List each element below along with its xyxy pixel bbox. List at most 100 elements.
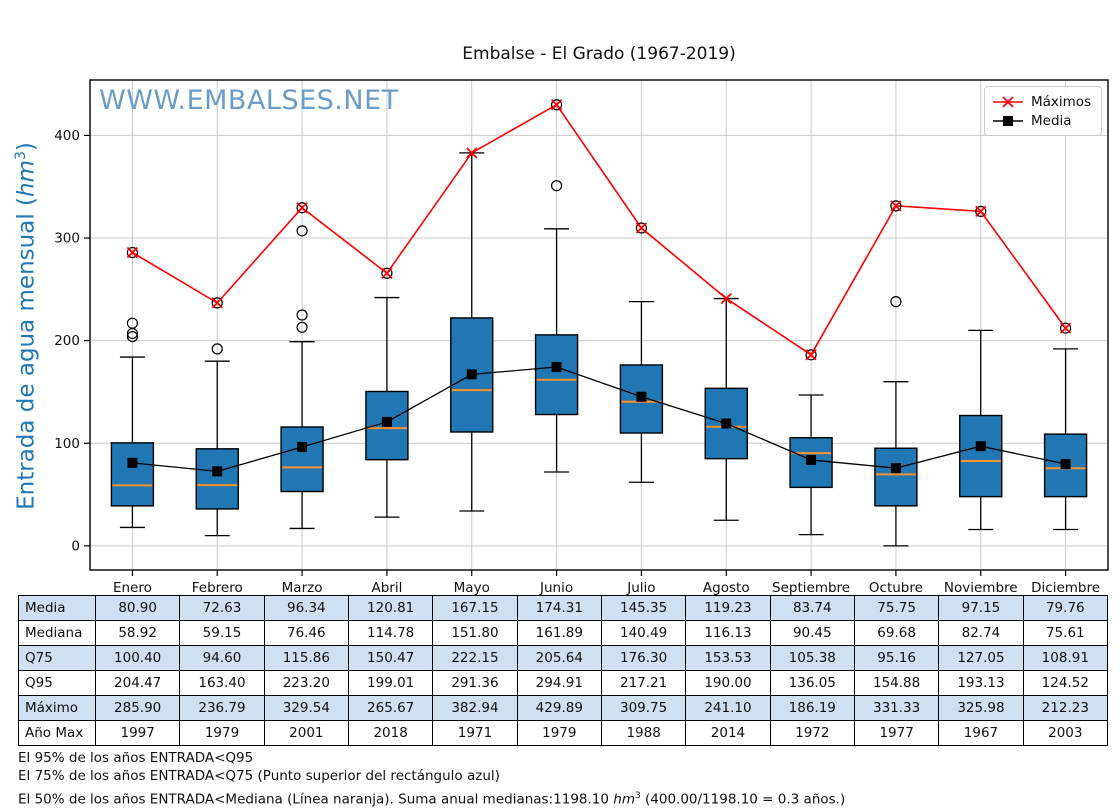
table-cell: 108.91	[1022, 645, 1109, 671]
plot-area	[90, 80, 1108, 570]
svg-text:Marzo: Marzo	[282, 580, 323, 596]
media-line-icon	[993, 115, 1023, 126]
table-cell: 212.23	[1022, 695, 1109, 721]
y-axis-label: Entrada de agua mensual (hm3)	[13, 81, 45, 571]
table-cell: 124.52	[1022, 670, 1109, 696]
axis-ticks	[84, 134, 1067, 576]
note-mediana: El 50% de los años ENTRADA<Mediana (Líne…	[18, 787, 845, 809]
svg-text:Mayo: Mayo	[454, 580, 490, 596]
table-cell: 116.13	[685, 620, 771, 646]
table-cell: 59.15	[179, 620, 265, 646]
svg-text:300: 300	[54, 231, 80, 247]
table-cell: 186.19	[769, 695, 855, 721]
note-mediana-tail: (400.00/1198.10 = 0.3 años.)	[640, 791, 846, 808]
x-tick-labels: Enero Febrero Marzo Abril Mayo Junio Julio Agos…	[113, 580, 1100, 596]
table-row-q75: Q75 100.40 94.60 115.86 150.47 222.15 205.64 17…	[18, 645, 1109, 671]
table-cell: 69.68	[853, 620, 940, 646]
svg-text:Febrero: Febrero	[192, 580, 243, 596]
chart-legend: Máximos Media	[984, 86, 1102, 136]
svg-text:Abril: Abril	[371, 580, 402, 596]
table-cell: 325.98	[938, 695, 1024, 721]
legend-label-media: Media	[1031, 112, 1072, 129]
table-row-maximo: Máximo 285.90 236.79 329.54 265.67 382.94 429.…	[18, 695, 1109, 721]
legend-entry-media: Media	[992, 111, 1093, 130]
table-row-media: Media 80.90 72.63 96.34 120.81 167.15 174.31 14…	[18, 595, 1109, 621]
table-cell: 309.75	[600, 695, 687, 721]
table-cell: 193.13	[938, 670, 1024, 696]
table-cell: 136.05	[769, 670, 855, 696]
media-markers	[127, 362, 1071, 477]
table-cell: 161.89	[516, 620, 602, 646]
table-row-mediana: Mediana 58.92 59.15 76.46 114.78 151.80 161.89…	[18, 620, 1109, 646]
table-cell: 223.20	[263, 670, 349, 696]
y-tick-labels: 0 100 200 300 400	[54, 128, 80, 554]
table-cell: 154.88	[853, 670, 940, 696]
maximos-line-icon	[993, 95, 1023, 108]
note-q95: El 95% de los años ENTRADA<Q95	[18, 750, 254, 766]
table-cell: 217.21	[600, 670, 687, 696]
table-cell: 1979	[516, 720, 602, 746]
svg-text:Agosto: Agosto	[703, 580, 750, 596]
table-cell: 2014	[685, 720, 771, 746]
table-cell: 199.01	[347, 670, 434, 696]
table-cell: 58.92	[94, 620, 181, 646]
table-cell: 150.47	[347, 645, 434, 671]
chart-title: Embalse - El Grado (1967-2019)	[462, 44, 736, 64]
table-cell: 1997	[94, 720, 181, 746]
svg-text:Enero: Enero	[113, 580, 152, 596]
maximos-line	[132, 103, 1067, 356]
table-cell: 76.46	[263, 620, 349, 646]
svg-text:100: 100	[54, 436, 80, 452]
svg-text:Julio: Julio	[626, 580, 655, 596]
note-mediana-text: El 50% de los años ENTRADA<Mediana (Líne…	[18, 791, 614, 808]
table-cell: 1967	[938, 720, 1024, 746]
svg-text:Octubre: Octubre	[869, 580, 923, 596]
maximos-markers	[126, 99, 1072, 361]
table-cell: 127.05	[938, 645, 1024, 671]
note-q75: El 75% de los años ENTRADA<Q75 (Punto su…	[18, 768, 500, 784]
boxplot-chart: 0 100 200 300 400 Enero Febrero Marzo Abril Mayo J…	[54, 79, 1109, 596]
table-cell: 429.89	[516, 695, 602, 721]
table-cell: 176.30	[600, 645, 687, 671]
table-cell: 222.15	[432, 645, 518, 671]
table-cell: 236.79	[179, 695, 265, 721]
table-cell: 1972	[769, 720, 855, 746]
note-mediana-exponent: 3	[634, 791, 641, 801]
table-row-q95: Q95 204.47 163.40 223.20 199.01 291.36 294.91 2…	[18, 670, 1109, 696]
table-cell: 140.49	[600, 620, 687, 646]
table-cell: 265.67	[347, 695, 434, 721]
statistics-table: Media 80.90 72.63 96.34 120.81 167.15 174.31 14…	[18, 595, 1109, 746]
table-cell: 1977	[853, 720, 940, 746]
table-cell: 151.80	[432, 620, 518, 646]
table-row-label: Q95	[18, 670, 96, 696]
table-cell: 331.33	[853, 695, 940, 721]
table-cell: 163.40	[179, 670, 265, 696]
table-cell: 96.34	[263, 595, 349, 621]
table-cell: 205.64	[516, 645, 602, 671]
plot-border	[89, 79, 1109, 571]
note-mediana-unit: hm	[613, 791, 635, 808]
table-cell: 97.15	[938, 595, 1024, 621]
svg-text:400: 400	[54, 128, 80, 144]
table-cell: 79.76	[1022, 595, 1109, 621]
table-cell: 2003	[1022, 720, 1109, 746]
boxplots	[110, 152, 1088, 547]
table-cell: 120.81	[347, 595, 434, 621]
y-axis-label-close: )	[13, 142, 40, 152]
table-cell: 190.00	[685, 670, 771, 696]
table-cell: 294.91	[516, 670, 602, 696]
table-cell: 94.60	[179, 645, 265, 671]
table-cell: 2018	[347, 720, 434, 746]
table-row-label: Media	[18, 595, 96, 621]
table-cell: 72.63	[179, 595, 265, 621]
table-cell: 1971	[432, 720, 518, 746]
svg-text:Noviembre: Noviembre	[944, 580, 1018, 596]
table-cell: 82.74	[938, 620, 1024, 646]
table-row-label: Q75	[18, 645, 96, 671]
media-line	[132, 366, 1066, 473]
legend-label-maximos: Máximos	[1031, 93, 1092, 110]
table-cell: 115.86	[263, 645, 349, 671]
table-cell: 167.15	[432, 595, 518, 621]
table-cell: 1979	[179, 720, 265, 746]
footnotes: El 95% de los años ENTRADA<Q95 El 75% de…	[18, 749, 845, 809]
